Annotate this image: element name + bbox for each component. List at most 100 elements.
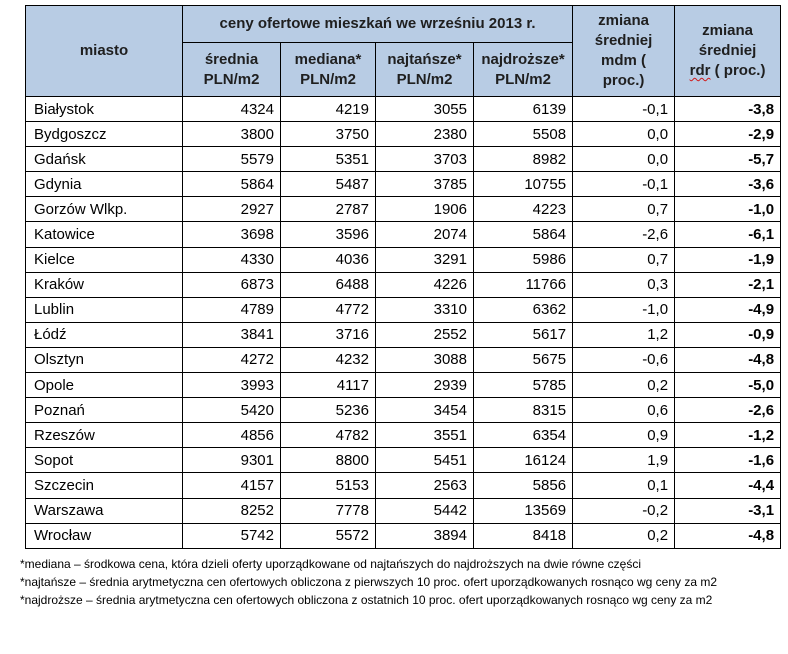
cell-cheapest: 3291 (375, 246, 474, 273)
cell-change-yoy: -1,2 (674, 422, 782, 449)
cell-change-mom: 1,9 (572, 447, 676, 474)
table-row: Szczecin 4157 5153 2563 5856 0,1 -4,4 (25, 472, 782, 499)
cell-most-expensive: 13569 (472, 497, 574, 524)
cell-change-mom: -1,0 (572, 296, 676, 323)
cell-change-yoy: -4,8 (674, 346, 782, 374)
cell-change-mom: 1,2 (572, 321, 676, 348)
cell-change-mom: -0,6 (572, 346, 676, 374)
table-row: Opole 3993 4117 2939 5785 0,2 -5,0 (25, 372, 782, 399)
cell-median: 8800 (280, 447, 376, 474)
cell-change-yoy: -3,1 (674, 497, 782, 524)
cell-average: 6873 (182, 271, 281, 298)
cell-median: 5487 (280, 171, 376, 198)
table-body: Białystok 4324 4219 3055 6139 -0,1 -3,8 Bydgosz… (25, 95, 782, 549)
cell-change-yoy: -4,8 (674, 522, 782, 549)
cell-average: 9301 (182, 447, 281, 474)
table-header: miasto ceny ofertowe mieszkań we wrześni… (25, 5, 782, 97)
cell-median: 3596 (280, 221, 376, 248)
cell-most-expensive: 16124 (472, 447, 574, 474)
cell-median: 3750 (280, 121, 376, 148)
cell-median: 4232 (280, 346, 376, 374)
cell-average: 5420 (182, 397, 281, 424)
header-median: mediana* PLN/m2 (280, 42, 376, 97)
cell-cheapest: 3703 (375, 146, 474, 173)
cell-cheapest: 3055 (375, 95, 474, 123)
table-row: Warszawa 8252 7778 5442 13569 -0,2 -3,1 (25, 497, 782, 524)
cell-change-yoy: -2,6 (674, 397, 782, 424)
cell-cheapest: 3088 (375, 346, 474, 374)
footnote-median: *mediana – środkowa cena, która dzieli o… (20, 557, 642, 571)
cell-average: 4330 (182, 246, 281, 273)
footnote-cheapest: *najtańsze – średnia arytmetyczna cen of… (20, 575, 718, 589)
cell-most-expensive: 6354 (472, 422, 574, 449)
cell-city: Szczecin (25, 472, 183, 499)
cell-average: 3800 (182, 121, 281, 148)
cell-change-mom: 0,3 (572, 271, 676, 298)
table-row: Katowice 3698 3596 2074 5864 -2,6 -6,1 (25, 221, 782, 248)
table-row: Poznań 5420 5236 3454 8315 0,6 -2,6 (25, 397, 782, 424)
table-row: Białystok 4324 4219 3055 6139 -0,1 -3,8 (25, 95, 782, 123)
cell-cheapest: 3894 (375, 522, 474, 549)
cell-median: 3716 (280, 321, 376, 348)
cell-most-expensive: 5675 (472, 346, 574, 374)
cell-change-mom: -2,6 (572, 221, 676, 248)
cell-city: Wrocław (25, 522, 183, 549)
cell-city: Sopot (25, 447, 183, 474)
cell-average: 5579 (182, 146, 281, 173)
table-row: Gdańsk 5579 5351 3703 8982 0,0 -5,7 (25, 146, 782, 173)
cell-change-yoy: -5,7 (674, 146, 782, 173)
footnote-most-expensive: *najdroższe – średnia arytmetyczna cen o… (20, 593, 713, 607)
table-row: Łódź 3841 3716 2552 5617 1,2 -0,9 (25, 321, 782, 348)
cell-city: Gdańsk (25, 146, 183, 173)
price-table: miasto ceny ofertowe mieszkań we wrześni… (25, 5, 782, 549)
cell-most-expensive: 5617 (472, 321, 574, 348)
cell-city: Białystok (25, 95, 183, 123)
cell-change-mom: 0,7 (572, 196, 676, 223)
table-row: Lublin 4789 4772 3310 6362 -1,0 -4,9 (25, 296, 782, 323)
header-cheapest: najtańsze* PLN/m2 (375, 42, 474, 97)
cell-average: 4157 (182, 472, 281, 499)
cell-change-mom: 0,9 (572, 422, 676, 449)
cell-change-mom: 0,2 (572, 522, 676, 549)
header-average: średnia PLN/m2 (182, 42, 281, 97)
table-row: Wrocław 5742 5572 3894 8418 0,2 -4,8 (25, 522, 782, 549)
header-mom: zmiana średniej mdm ( proc.) (572, 5, 676, 97)
cell-change-mom: -0,1 (572, 95, 676, 123)
cell-city: Rzeszów (25, 422, 183, 449)
cell-most-expensive: 5986 (472, 246, 574, 273)
cell-city: Opole (25, 372, 183, 399)
cell-median: 6488 (280, 271, 376, 298)
cell-cheapest: 5451 (375, 447, 474, 474)
cell-city: Warszawa (25, 497, 183, 524)
cell-most-expensive: 5785 (472, 372, 574, 399)
cell-most-expensive: 5508 (472, 121, 574, 148)
cell-change-mom: 0,1 (572, 472, 676, 499)
table-row: Rzeszów 4856 4782 3551 6354 0,9 -1,2 (25, 422, 782, 449)
cell-cheapest: 3785 (375, 171, 474, 198)
cell-change-mom: 0,7 (572, 246, 676, 273)
cell-change-yoy: -2,1 (674, 271, 782, 298)
cell-change-yoy: -1,0 (674, 196, 782, 223)
cell-cheapest: 3454 (375, 397, 474, 424)
cell-most-expensive: 11766 (472, 271, 574, 298)
cell-average: 3698 (182, 221, 281, 248)
cell-cheapest: 1906 (375, 196, 474, 223)
cell-city: Kraków (25, 271, 183, 298)
cell-cheapest: 2380 (375, 121, 474, 148)
cell-median: 4782 (280, 422, 376, 449)
cell-city: Gdynia (25, 171, 183, 198)
cell-median: 4036 (280, 246, 376, 273)
cell-city: Olsztyn (25, 346, 183, 374)
cell-average: 5742 (182, 522, 281, 549)
cell-cheapest: 4226 (375, 271, 474, 298)
cell-most-expensive: 10755 (472, 171, 574, 198)
cell-median: 5236 (280, 397, 376, 424)
cell-median: 5153 (280, 472, 376, 499)
cell-average: 5864 (182, 171, 281, 198)
cell-city: Gorzów Wlkp. (25, 196, 183, 223)
cell-city: Katowice (25, 221, 183, 248)
cell-most-expensive: 6362 (472, 296, 574, 323)
cell-change-yoy: -5,0 (674, 372, 782, 399)
header-yoy: zmiana średniej rdr ( proc.) (674, 5, 782, 97)
cell-average: 3993 (182, 372, 281, 399)
